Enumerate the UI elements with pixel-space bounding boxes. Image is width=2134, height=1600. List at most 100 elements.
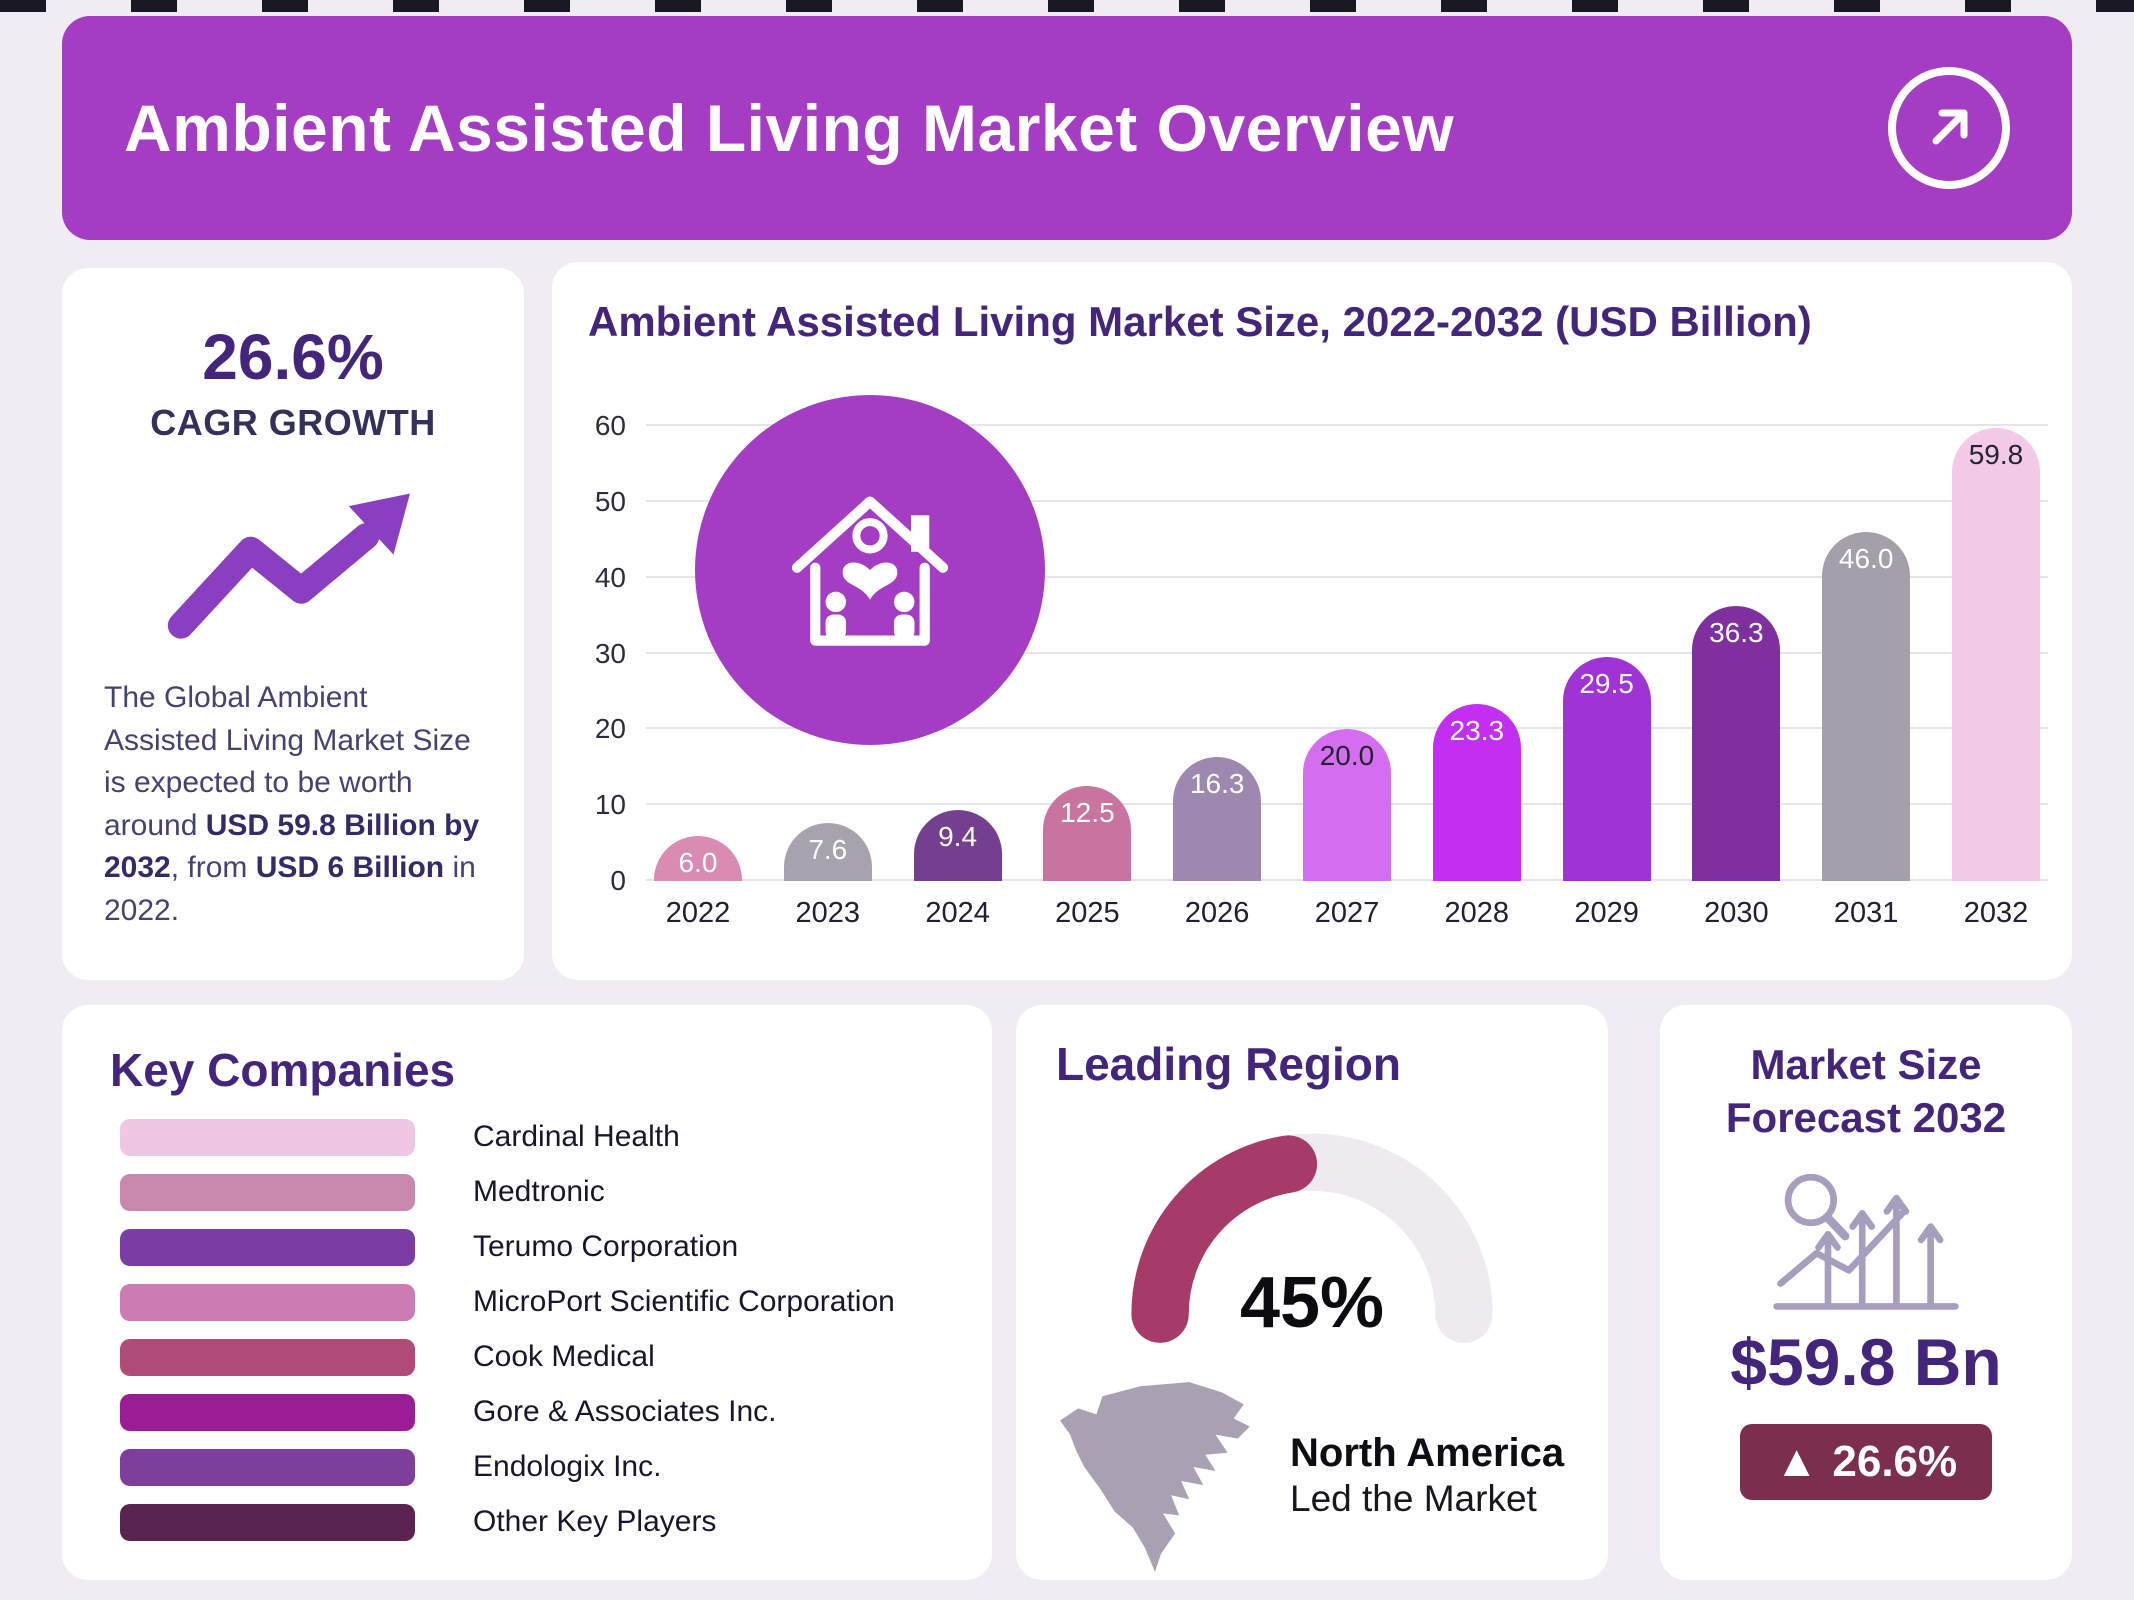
y-tick-label: 60 (594, 410, 626, 441)
y-tick-label: 0 (610, 865, 626, 896)
bars: 6.0 2022 7.6 2023 9.4 2024 12.5 2025 16.3 2026 20.… (646, 426, 2048, 929)
desc-highlight-2: USD 6 Billion (255, 851, 445, 885)
x-tick-label: 2022 (665, 897, 731, 929)
company-name: Gore & Associates Inc. (473, 1395, 777, 1428)
desc-part-2: , from (170, 851, 256, 885)
leading-region-card: Leading Region 45% North America Led the… (1016, 1005, 1608, 1580)
bar-2029: 29.5 (1562, 657, 1651, 881)
company-name: MicroPort Scientific Corporation (473, 1285, 895, 1318)
y-tick-label: 20 (594, 713, 626, 745)
company-color-swatch (120, 1283, 415, 1321)
chart-title: Ambient Assisted Living Market Size, 202… (588, 298, 1812, 345)
arrow-up-right-glyph (1932, 109, 1968, 145)
company-row: Medtronic (110, 1172, 944, 1212)
top-edge-marks (0, 0, 2134, 12)
company-name: Endologix Inc. (473, 1450, 662, 1483)
y-tick-label: 50 (594, 485, 626, 517)
company-row: Terumo Corporation (110, 1227, 944, 1267)
cagr-label: CAGR GROWTH (150, 402, 436, 443)
market-size-chart-card: Ambient Assisted Living Market Size, 202… (552, 262, 2072, 980)
key-companies-list: Cardinal Health Medtronic Terumo Corporati… (110, 1117, 944, 1542)
cagr-description: The Global Ambient Assisted Living Marke… (104, 677, 482, 933)
bar-group: 6.0 2022 (654, 426, 742, 929)
company-color-swatch (120, 1228, 415, 1266)
arrow-up-right-icon[interactable] (1888, 67, 2010, 189)
bar-2023: 7.6 (783, 823, 872, 881)
company-color-swatch (120, 1448, 415, 1486)
desc-part-1: The Global Ambient Assisted Living Marke… (104, 681, 471, 842)
forecast-value: $59.8 Bn (1730, 1325, 2002, 1399)
x-tick-label: 2029 (1574, 897, 1639, 929)
page-title: Ambient Assisted Living Market Overview (124, 91, 1455, 165)
bar-value-label: 6.0 (678, 846, 718, 878)
bar-group: 12.5 2025 (1043, 426, 1132, 929)
grid-line (646, 575, 2048, 578)
x-tick-label: 2023 (795, 897, 861, 929)
bar-value-label: 46.0 (1838, 543, 1894, 575)
bar-2032: 59.8 (1951, 427, 2040, 881)
bar-value-label: 9.4 (938, 820, 978, 852)
bar-2022: 6.0 (654, 835, 742, 881)
bar-group: 20.0 2027 (1302, 426, 1391, 929)
company-row: Other Key Players (110, 1502, 944, 1542)
x-tick-label: 2026 (1184, 897, 1250, 929)
gauge-percent-value: 45% (1239, 1263, 1385, 1343)
grid-line (646, 727, 2048, 730)
north-america-map-icon (1060, 1382, 1250, 1572)
bar-value-label: 20.0 (1319, 740, 1375, 772)
bar-2026: 16.3 (1173, 757, 1262, 881)
company-name: Other Key Players (473, 1505, 717, 1538)
bar-value-label: 23.3 (1449, 715, 1505, 747)
bar-2030: 36.3 (1692, 605, 1781, 881)
bar-chart: 0 10 20 30 40 50 60 6.0 2022 7.6 2023 9.4 2024 12.5 2… (595, 395, 2048, 929)
region-name: North America (1290, 1430, 1565, 1475)
company-color-swatch (120, 1393, 415, 1431)
bar-2031: 46.0 (1822, 532, 1911, 881)
bar-value-label: 29.5 (1579, 668, 1634, 700)
bar-value-label: 16.3 (1189, 768, 1245, 800)
bar-2024: 9.4 (913, 809, 1002, 881)
forecast-title: Market Size Forecast 2032 (1725, 1041, 2007, 1141)
company-name: Cook Medical (473, 1340, 655, 1373)
company-row: Cardinal Health (110, 1117, 944, 1157)
company-color-swatch (120, 1118, 415, 1156)
company-row: Cook Medical (110, 1337, 944, 1377)
bar-group: 7.6 2023 (783, 426, 872, 929)
x-tick-label: 2024 (925, 897, 990, 929)
bar-2027: 20.0 (1302, 729, 1391, 881)
gauge-fill-arc (1131, 1133, 1493, 1343)
grid-line (646, 424, 2048, 426)
bar-value-label: 12.5 (1060, 797, 1115, 829)
gauge-chart: 45% (1097, 1099, 1527, 1348)
home-care-icon (695, 395, 1045, 745)
company-name: Cardinal Health (473, 1120, 680, 1153)
bar-value-label: 7.6 (808, 834, 848, 866)
y-tick-label: 40 (594, 561, 626, 593)
key-companies-title: Key Companies (110, 1044, 456, 1096)
bar-group: 36.3 2030 (1692, 426, 1781, 929)
badge-percent: 26.6% (1832, 1437, 1958, 1486)
company-row: MicroPort Scientific Corporation (110, 1282, 944, 1322)
grid-line (646, 651, 2048, 654)
bar-group: 59.8 2032 (1951, 426, 2040, 929)
x-tick-label: 2030 (1704, 897, 1769, 929)
company-color-swatch (120, 1173, 415, 1211)
gauge-svg (1131, 1133, 1493, 1343)
bar-value-label: 36.3 (1709, 616, 1764, 648)
x-tick-label: 2032 (1963, 897, 2029, 929)
company-row: Gore & Associates Inc. (110, 1392, 944, 1432)
cagr-value: 26.6% (202, 321, 384, 393)
trend-up-arrow-icon (166, 478, 421, 643)
growth-analysis-icon (1761, 1162, 1971, 1314)
y-tick-label: 10 (594, 789, 626, 821)
header-banner: Ambient Assisted Living Market Overview (62, 16, 2072, 240)
bar-group: 46.0 2031 (1822, 426, 1911, 929)
bar-2028: 23.3 (1432, 704, 1521, 881)
house-heart-people-glyph (791, 496, 949, 646)
company-row: Endologix Inc. (110, 1447, 944, 1487)
x-tick-label: 2028 (1444, 897, 1510, 929)
company-color-swatch (120, 1338, 415, 1376)
region-subtitle: Led the Market (1290, 1477, 1537, 1519)
region-text: North America Led the Market (1290, 1431, 1564, 1520)
